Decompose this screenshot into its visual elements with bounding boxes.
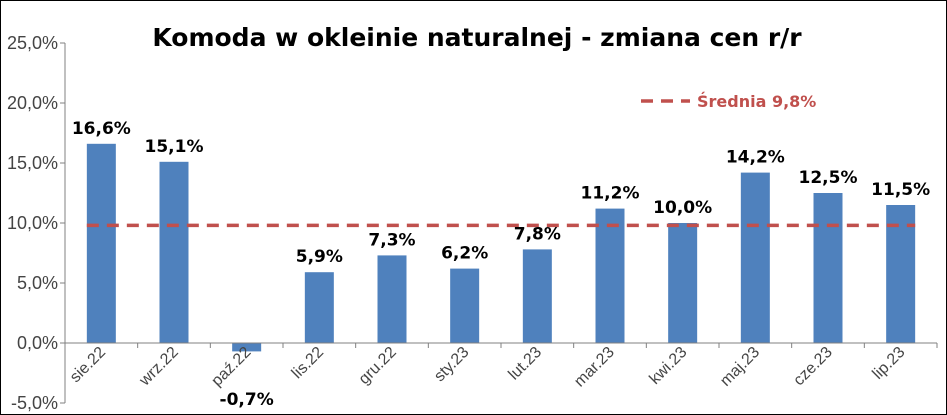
bar	[159, 161, 189, 343]
data-label: 11,2%	[581, 184, 640, 204]
bars	[86, 143, 916, 352]
data-label: 7,3%	[368, 230, 415, 250]
y-tick-label: -5,0%	[11, 393, 58, 413]
data-label: 15,1%	[145, 137, 204, 157]
bar	[740, 172, 770, 343]
bar	[232, 343, 262, 352]
data-label: 14,2%	[726, 148, 785, 168]
bar	[377, 255, 407, 343]
data-labels: 16,6% 15,1% -0,7% 5,9% 7,3% 6,2% 7,8% 11,2% 10,0…	[72, 119, 930, 410]
y-tick-label: 25,0%	[7, 33, 58, 53]
y-tick-label: 0,0%	[17, 333, 58, 353]
data-label: 11,5%	[871, 180, 930, 200]
legend: Średnia 9,8%	[641, 92, 816, 111]
bar	[886, 205, 916, 343]
bar	[450, 268, 480, 343]
chart-title: Komoda w okleinie naturalnej - zmiana ce…	[152, 23, 802, 52]
y-tick-label: 10,0%	[7, 213, 58, 233]
bar	[668, 223, 698, 343]
data-label: -0,7%	[220, 390, 274, 410]
data-label: 16,6%	[72, 119, 131, 139]
legend-label: Średnia 9,8%	[697, 92, 816, 111]
data-label: 7,8%	[514, 224, 561, 244]
data-label: 5,9%	[296, 247, 343, 267]
data-label: 12,5%	[799, 168, 858, 188]
bar	[86, 143, 116, 343]
y-tick-label: 5,0%	[17, 273, 58, 293]
bar	[595, 208, 625, 343]
y-axis: 25,0% 20,0% 15,0% 10,0% 5,0% 0,0% -5,0%	[7, 33, 66, 413]
bar	[522, 249, 552, 343]
bar	[304, 272, 334, 343]
y-tick-label: 20,0%	[7, 93, 58, 113]
data-label: 10,0%	[653, 198, 712, 218]
bar	[813, 193, 843, 343]
y-tick-label: 15,0%	[7, 153, 58, 173]
data-label: 6,2%	[441, 244, 488, 264]
